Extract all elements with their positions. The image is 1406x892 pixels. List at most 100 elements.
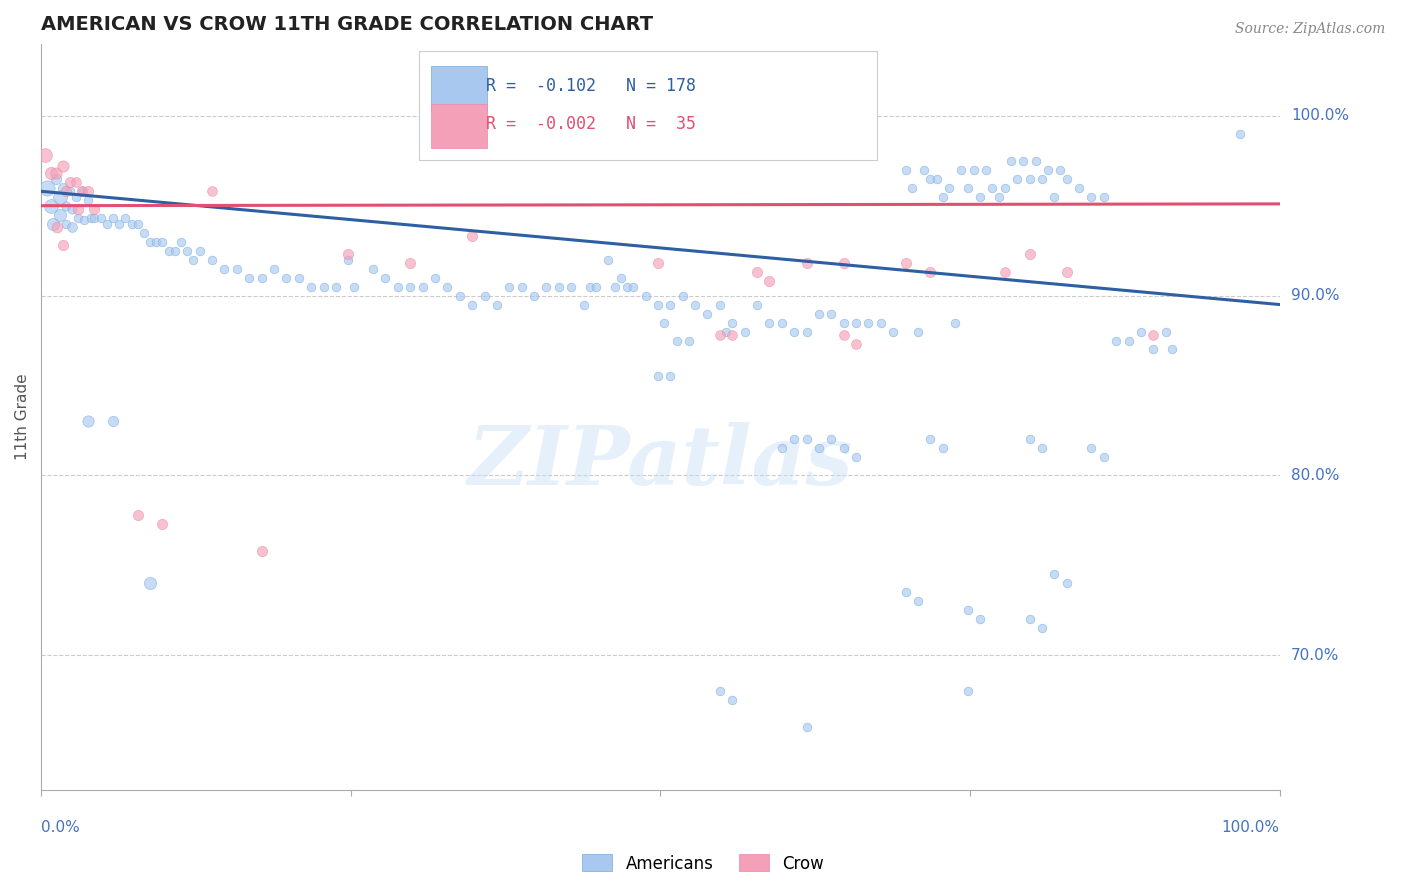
Point: [1043, 567, 1066, 582]
Point: [83, 202, 105, 217]
Point: [412, 279, 434, 293]
Text: 100.0%: 100.0%: [1222, 820, 1279, 835]
Text: 90.0%: 90.0%: [1291, 288, 1340, 303]
Point: [96, 217, 118, 231]
Point: [1056, 171, 1078, 186]
Point: [920, 171, 942, 186]
Point: [920, 265, 942, 279]
Point: [894, 162, 917, 177]
Point: [987, 190, 1010, 204]
Point: [721, 328, 744, 343]
Point: [1018, 433, 1040, 447]
Text: 100.0%: 100.0%: [1291, 108, 1348, 123]
Point: [127, 217, 149, 231]
Point: [1049, 162, 1071, 177]
Point: [60, 202, 83, 217]
Point: [634, 288, 657, 302]
Point: [52, 238, 75, 252]
Point: [287, 270, 309, 285]
Point: [807, 307, 830, 321]
Point: [894, 585, 917, 599]
Text: R =  -0.002   N =  35: R = -0.002 N = 35: [485, 115, 696, 133]
Point: [758, 316, 780, 330]
Point: [696, 307, 718, 321]
Point: [498, 279, 520, 293]
Point: [77, 194, 100, 208]
Point: [832, 316, 855, 330]
Point: [770, 316, 793, 330]
Point: [152, 235, 174, 249]
Point: [672, 288, 695, 302]
Point: [1092, 190, 1115, 204]
Point: [45, 166, 67, 180]
Point: [925, 171, 948, 186]
Point: [758, 274, 780, 288]
Point: [343, 279, 366, 293]
Point: [1161, 343, 1184, 357]
Point: [59, 184, 82, 198]
Point: [157, 244, 180, 258]
Point: [1229, 127, 1251, 141]
Point: [994, 265, 1017, 279]
Point: [79, 211, 101, 226]
Point: [820, 307, 842, 321]
Point: [721, 693, 744, 707]
Point: [932, 190, 955, 204]
Point: [956, 603, 979, 617]
Point: [734, 325, 756, 339]
Point: [1056, 576, 1078, 591]
Point: [783, 433, 806, 447]
Point: [845, 337, 868, 351]
Point: [709, 328, 731, 343]
Point: [1043, 190, 1066, 204]
Point: [436, 279, 458, 293]
Point: [721, 316, 744, 330]
Point: [46, 220, 69, 235]
Point: [709, 684, 731, 698]
Text: Source: ZipAtlas.com: Source: ZipAtlas.com: [1234, 22, 1385, 37]
Point: [37, 180, 59, 194]
Point: [832, 256, 855, 270]
Point: [901, 180, 924, 194]
Point: [67, 202, 90, 217]
Point: [101, 211, 124, 226]
Point: [299, 279, 322, 293]
Point: [616, 279, 638, 293]
FancyBboxPatch shape: [419, 52, 877, 160]
Point: [83, 211, 105, 226]
Point: [510, 279, 533, 293]
Point: [1056, 265, 1078, 279]
Point: [907, 325, 929, 339]
Point: [42, 217, 65, 231]
Point: [1012, 153, 1035, 168]
Point: [832, 442, 855, 456]
Point: [585, 279, 607, 293]
Point: [1018, 612, 1040, 626]
Point: [963, 162, 986, 177]
Point: [263, 261, 285, 276]
FancyBboxPatch shape: [432, 103, 486, 148]
Point: [745, 265, 768, 279]
Point: [598, 252, 620, 267]
Point: [70, 184, 93, 198]
Point: [796, 433, 818, 447]
Point: [73, 213, 96, 227]
Point: [665, 334, 688, 348]
Point: [34, 148, 56, 162]
Point: [578, 279, 600, 293]
Point: [90, 211, 112, 226]
Point: [45, 171, 67, 186]
Point: [943, 316, 966, 330]
Point: [48, 190, 70, 204]
Point: [882, 325, 904, 339]
Point: [1005, 171, 1028, 186]
Point: [461, 297, 484, 311]
Point: [121, 217, 143, 231]
Point: [783, 325, 806, 339]
Point: [337, 252, 360, 267]
Point: [188, 244, 211, 258]
Point: [1018, 247, 1040, 261]
Point: [276, 270, 298, 285]
Point: [101, 414, 124, 428]
Point: [1130, 325, 1153, 339]
